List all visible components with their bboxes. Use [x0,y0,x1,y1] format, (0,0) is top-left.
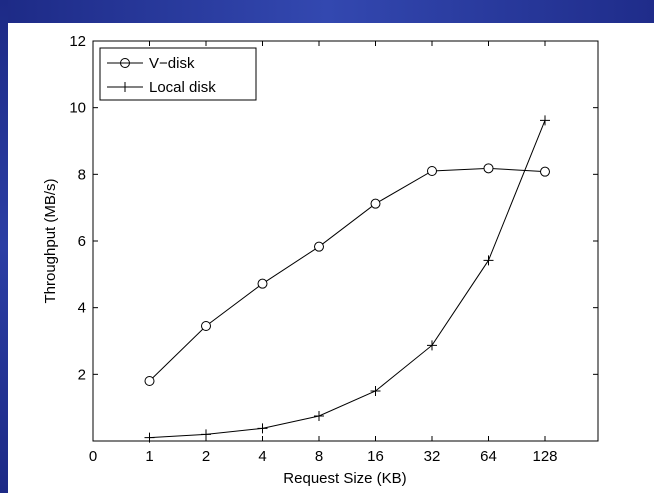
plot-area [92,40,599,442]
data-point-vdisk [201,321,211,331]
slide-side-strip [0,0,8,493]
x-tick-label: 128 [532,448,557,465]
data-point-vdisk [427,166,437,176]
data-point-local-disk [314,411,324,421]
y-axis-label: Throughput (MB/s) [42,178,59,303]
data-point-local-disk [370,386,381,396]
data-point-vdisk [483,163,494,174]
x-tick-label: 16 [367,448,384,465]
y-tick-labels: 2 4 6 8 10 12 [69,33,86,383]
legend-marker-vdisk [120,58,130,68]
series-line-local-disk [149,120,546,439]
x-tick-label: 32 [424,448,441,465]
legend-label-local: Local disk [149,79,216,96]
data-point-vdisk [144,376,155,386]
data-point-local-disk [201,429,211,440]
x-tick-labels: 0 1 2 4 8 16 32 64 128 [89,448,558,465]
data-point-local-disk [483,255,494,266]
data-point-local-disk [427,340,437,351]
legend-box [99,47,257,101]
x-tick-label: 2 [202,448,210,465]
legend: V−disk Local disk [99,47,257,101]
legend-label-vdisk: V−disk [149,55,195,72]
x-tick-label: 4 [258,448,266,465]
data-point-vdisk [370,198,381,209]
data-point-local-disk [257,423,268,434]
series-lines [149,120,546,439]
x-tick-label: 1 [145,448,153,465]
data-point-vdisk [257,278,268,289]
slide-banner [0,0,654,23]
data-point-vdisk [314,241,324,252]
y-tick-label: 8 [78,166,86,183]
y-tick-label: 4 [78,300,86,317]
data-point-local-disk [144,432,155,443]
y-tick-label: 12 [69,33,86,50]
x-axis-label: Request Size (KB) [283,470,406,487]
series-markers [144,115,550,443]
x-tick-label: 0 [89,448,97,465]
y-tick-label: 10 [69,100,86,117]
x-tick-label: 64 [480,448,497,465]
data-point-local-disk [540,115,550,126]
legend-marker-local [120,82,130,92]
data-point-vdisk [540,166,550,177]
x-tick-label: 8 [315,448,323,465]
y-tick-label: 2 [78,366,86,383]
series-line-vdisk [149,167,546,382]
y-tick-label: 6 [78,233,86,250]
axis-ticks [92,40,598,441]
